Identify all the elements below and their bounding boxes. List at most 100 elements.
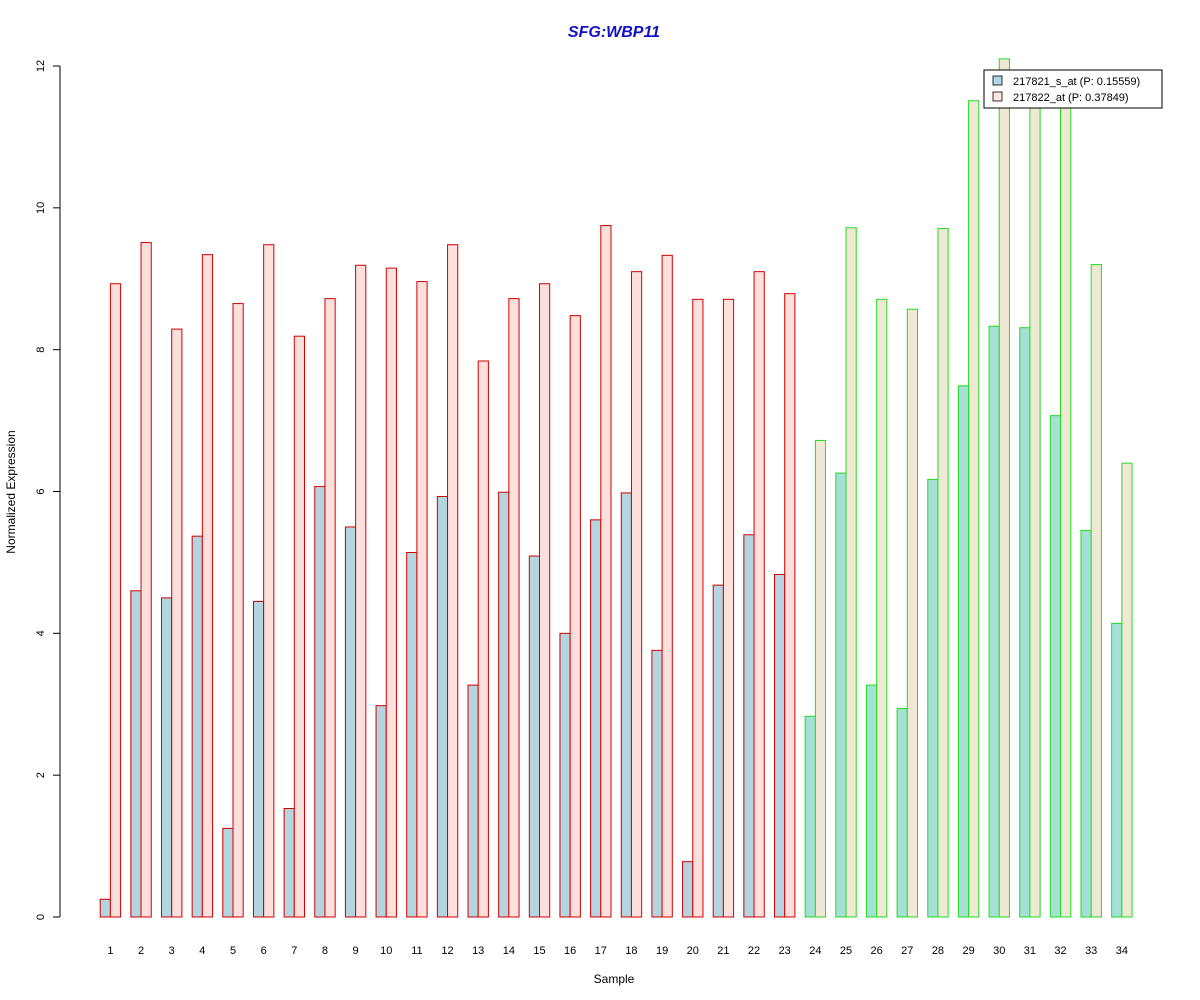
x-tick-label: 11 <box>411 945 422 957</box>
bar-217821-s-at <box>682 861 694 918</box>
x-tick-label: 25 <box>840 945 852 957</box>
bar-217821-s-at <box>252 600 265 918</box>
bar-217822-at <box>385 267 397 918</box>
x-tick-label: 14 <box>503 945 515 957</box>
bar-217822-at <box>539 283 551 918</box>
bar-217821-s-at <box>375 705 387 918</box>
legend-entry: 217822_at (P: 0.37849) <box>1013 92 1129 104</box>
x-tick-label: 21 <box>717 945 729 957</box>
bar-217821-s-at <box>559 632 571 918</box>
y-tick-label: 8 <box>35 347 47 353</box>
x-tick-label: 17 <box>595 945 607 957</box>
bar-217822-at <box>324 298 336 918</box>
bar-217822-at <box>600 225 612 918</box>
x-axis-label: Sample <box>594 972 635 986</box>
bar-217821-s-at <box>161 597 173 918</box>
bar-217822-at <box>201 254 214 918</box>
legend-swatch <box>992 91 1003 102</box>
bar-217822-at <box>109 283 122 918</box>
x-tick-label: 26 <box>871 945 883 957</box>
bar-217821-s-at <box>406 551 418 918</box>
bar-217822-at <box>906 308 918 918</box>
legend: 217821_s_at (P: 0.15559) 217822_at (P: 0.… <box>983 69 1163 109</box>
bar-217821-s-at <box>528 555 540 918</box>
bar-217821-s-at <box>865 684 878 918</box>
bar-217821-s-at <box>957 385 970 918</box>
bar-217821-s-at <box>99 898 111 918</box>
chart-title: SFG:WBP11 <box>568 24 660 41</box>
x-tick-label: 27 <box>901 945 913 957</box>
bar-217822-at <box>447 244 459 918</box>
bar-217821-s-at <box>191 535 203 918</box>
bar-217822-at <box>1090 264 1102 918</box>
bar-217822-at <box>508 298 520 918</box>
x-tick-label: 18 <box>625 945 637 957</box>
x-tick-label: 20 <box>687 945 699 957</box>
x-tick-label: 31 <box>1024 945 1036 957</box>
bar-217822-at <box>876 298 888 918</box>
x-tick-label: 6 <box>261 945 267 957</box>
bar-217822-at <box>569 315 581 918</box>
bar-217821-s-at <box>590 519 602 918</box>
bar-217822-at <box>263 244 275 918</box>
x-tick-label: 30 <box>993 945 1005 957</box>
bar-217822-at <box>232 303 244 918</box>
x-tick-label: 24 <box>809 945 821 957</box>
bar-217821-s-at <box>130 590 142 918</box>
x-tick-label: 15 <box>533 945 545 957</box>
x-tick-label: 22 <box>748 945 760 957</box>
x-tick-label: 2 <box>138 945 144 957</box>
y-tick-label: 10 <box>35 202 47 214</box>
y-tick-label: 0 <box>35 914 47 920</box>
bar-217822-at <box>692 298 704 918</box>
bar-217821-s-at <box>436 495 449 918</box>
bar-217822-at <box>998 58 1010 918</box>
bar-217821-s-at <box>344 526 357 918</box>
bar-217821-s-at <box>774 573 786 918</box>
x-tick-label: 3 <box>169 945 175 957</box>
bar-217821-s-at <box>712 584 724 918</box>
bar-217822-at <box>968 100 980 918</box>
bar-217821-s-at <box>1019 327 1031 918</box>
x-tick-label: 33 <box>1085 945 1097 957</box>
x-tick-label: 5 <box>230 945 236 957</box>
bar-217822-at <box>293 335 305 918</box>
x-tick-labels: 1 2 3 4 5 6 7 8 9 10 11 12 13 14 15 16 17 18 19 20 21 22 23 24 2… <box>107 945 1128 957</box>
y-axis: 0 2 4 6 8 10 12 <box>35 60 61 920</box>
bar-217821-s-at <box>314 486 326 918</box>
bar-217822-at <box>355 264 367 918</box>
x-tick-label: 19 <box>656 945 668 957</box>
x-tick-label: 9 <box>353 945 359 957</box>
bar-217822-at <box>753 271 765 918</box>
bar-217821-s-at <box>467 684 479 918</box>
bar-217821-s-at <box>620 492 632 918</box>
legend-swatch <box>992 75 1003 86</box>
bar-217821-s-at <box>743 534 755 918</box>
bar-217822-at <box>416 281 428 918</box>
bar-217822-at <box>171 328 183 918</box>
bars <box>99 58 1133 918</box>
bar-217821-s-at <box>896 708 908 918</box>
bar-217821-s-at <box>1049 415 1062 918</box>
y-tick-label: 6 <box>35 488 47 494</box>
bar-217822-at <box>1121 462 1133 918</box>
bar-217821-s-at <box>1111 622 1123 918</box>
x-tick-label: 28 <box>932 945 944 957</box>
bar-217821-s-at <box>1080 530 1092 918</box>
x-tick-label: 34 <box>1116 945 1128 957</box>
x-tick-label: 23 <box>779 945 791 957</box>
x-tick-label: 8 <box>322 945 328 957</box>
bar-217821-s-at <box>222 827 234 918</box>
x-tick-label: 16 <box>564 945 576 957</box>
x-tick-label: 4 <box>199 945 205 957</box>
bar-217822-at <box>661 254 673 918</box>
x-tick-label: 7 <box>291 945 297 957</box>
bar-217822-at <box>477 360 489 918</box>
y-axis-label: Normalized Expression <box>4 430 18 553</box>
y-tick-label: 4 <box>35 630 47 636</box>
bar-217822-at <box>722 298 735 918</box>
bar-217822-at <box>784 293 796 918</box>
x-tick-label: 1 <box>107 945 113 957</box>
bar-217821-s-at <box>988 325 1000 918</box>
